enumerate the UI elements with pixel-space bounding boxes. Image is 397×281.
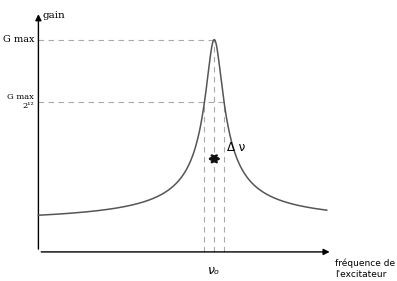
Text: fréquence de
l'excitateur: fréquence de l'excitateur xyxy=(335,258,395,279)
Text: G max
2¹²: G max 2¹² xyxy=(7,93,34,110)
Text: G max: G max xyxy=(3,35,34,44)
Text: gain: gain xyxy=(43,12,66,21)
Text: νₒ: νₒ xyxy=(208,264,220,277)
Text: Δ ν: Δ ν xyxy=(227,140,245,153)
